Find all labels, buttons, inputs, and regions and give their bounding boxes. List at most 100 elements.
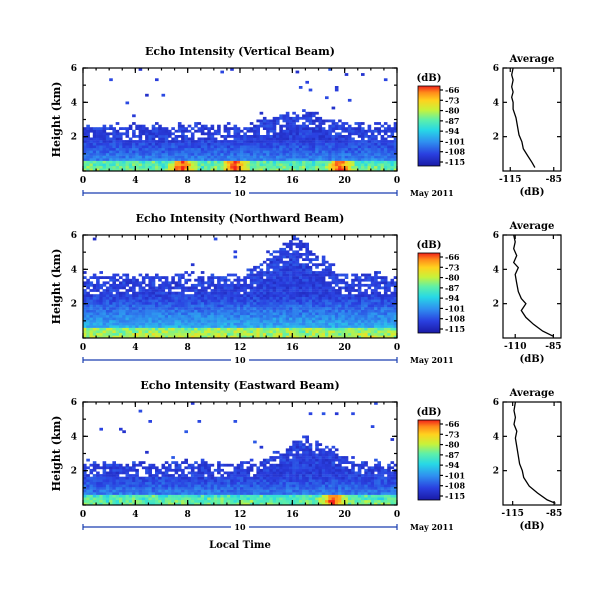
heatmap-cell	[269, 307, 273, 310]
heatmap-cell	[367, 320, 372, 323]
heatmap-cell	[99, 140, 103, 143]
heatmap-cell	[83, 317, 87, 321]
heatmap-cell	[308, 135, 313, 138]
heatmap-cell	[197, 296, 202, 300]
heatmap-cell	[246, 317, 251, 321]
heatmap-cell	[89, 327, 94, 331]
heatmap-cell	[213, 494, 218, 498]
heatmap-cell	[354, 314, 359, 318]
heatmap-cell	[305, 312, 309, 316]
heatmap-cell	[249, 294, 254, 297]
heatmap-cell	[230, 281, 234, 285]
heatmap-cell	[119, 484, 123, 488]
heatmap-cell	[171, 165, 175, 169]
heatmap-cell	[132, 283, 136, 287]
heatmap-cell	[197, 291, 202, 295]
heatmap-cell	[305, 127, 309, 130]
heatmap-cell	[367, 155, 372, 159]
heatmap-cell	[223, 322, 228, 326]
heatmap-cell	[240, 320, 244, 323]
heatmap-cell	[119, 479, 123, 483]
heatmap-cell	[109, 307, 113, 310]
heatmap-cell	[220, 309, 224, 313]
heatmap-cell	[302, 289, 306, 292]
heatmap-cell	[383, 330, 388, 334]
heatmap-cell	[302, 335, 306, 339]
heatmap-cell	[83, 476, 87, 480]
heatmap-cell	[334, 317, 339, 321]
heatmap-cell	[380, 124, 385, 128]
heatmap-cell	[295, 153, 300, 156]
heatmap-cell	[315, 111, 319, 115]
heatmap-cell	[155, 296, 159, 300]
heatmap-cell	[187, 137, 192, 141]
heatmap-cell	[226, 147, 231, 151]
heatmap-cell	[233, 273, 238, 277]
heatmap-cell	[364, 158, 368, 161]
heatmap-cell	[102, 160, 107, 164]
heatmap-cell	[377, 286, 381, 290]
heatmap-cell	[119, 487, 123, 490]
heatmap-cell	[334, 127, 339, 130]
heatmap-cell	[325, 145, 329, 149]
heatmap-cell	[318, 327, 323, 331]
heatmap-cell	[96, 132, 100, 136]
heatmap-cell	[102, 314, 107, 318]
heatmap-cell	[164, 461, 169, 464]
heatmap-cell	[338, 147, 342, 151]
heatmap-cell	[204, 502, 208, 506]
heatmap-cell	[233, 332, 238, 336]
heatmap-cell	[282, 273, 287, 277]
heatmap-cell	[125, 487, 130, 490]
heatmap-cell	[194, 461, 198, 464]
heatmap-cell	[155, 481, 159, 485]
heatmap-cell	[210, 135, 215, 138]
heatmap-cell	[282, 165, 287, 169]
heatmap-cell	[145, 301, 149, 305]
heatmap-cell	[135, 158, 139, 161]
heatmap-cell	[213, 168, 218, 172]
heatmap-cell	[125, 466, 130, 470]
heatmap-cell	[213, 301, 218, 305]
heatmap-cell	[246, 301, 251, 305]
heatmap-cell	[328, 165, 332, 169]
heatmap-cell	[328, 296, 332, 300]
profile-x-tick-label: -110	[504, 342, 527, 352]
heatmap-cell	[328, 304, 332, 308]
heatmap-cell	[145, 93, 149, 97]
heatmap-cell	[92, 497, 97, 501]
heatmap-cell	[383, 327, 388, 331]
heatmap-cell	[344, 150, 349, 154]
heatmap-cell	[226, 129, 231, 133]
heatmap-cell	[132, 278, 136, 282]
heatmap-cell	[190, 158, 195, 161]
heatmap-cell	[96, 278, 100, 282]
heatmap-cell	[226, 296, 231, 300]
heatmap-cell	[312, 119, 316, 123]
heatmap-cell	[344, 129, 349, 133]
heatmap-cell	[334, 124, 339, 128]
heatmap-cell	[380, 301, 385, 305]
heatmap-cell	[86, 296, 90, 300]
heatmap-cell	[181, 322, 185, 326]
heatmap-cell	[298, 325, 303, 328]
heatmap-cell	[92, 289, 97, 292]
heatmap-cell	[334, 296, 339, 300]
heatmap-cell	[361, 309, 365, 313]
heatmap-cell	[125, 163, 130, 167]
heatmap-cell	[168, 484, 172, 488]
heatmap-cell	[171, 168, 175, 172]
heatmap-cell	[99, 158, 103, 161]
heatmap-cell	[272, 116, 277, 120]
heatmap-cell	[253, 140, 257, 143]
heatmap-cell	[233, 137, 238, 141]
colorbar-tick-label: -101	[445, 136, 465, 146]
heatmap-cell	[155, 299, 159, 303]
heatmap-cell	[341, 327, 345, 331]
heatmap-cell	[383, 165, 388, 169]
heatmap-cell	[364, 168, 368, 172]
heatmap-cell	[276, 307, 280, 310]
heatmap-cell	[315, 301, 319, 305]
heatmap-cell	[197, 137, 202, 141]
heatmap-cell	[272, 155, 277, 159]
